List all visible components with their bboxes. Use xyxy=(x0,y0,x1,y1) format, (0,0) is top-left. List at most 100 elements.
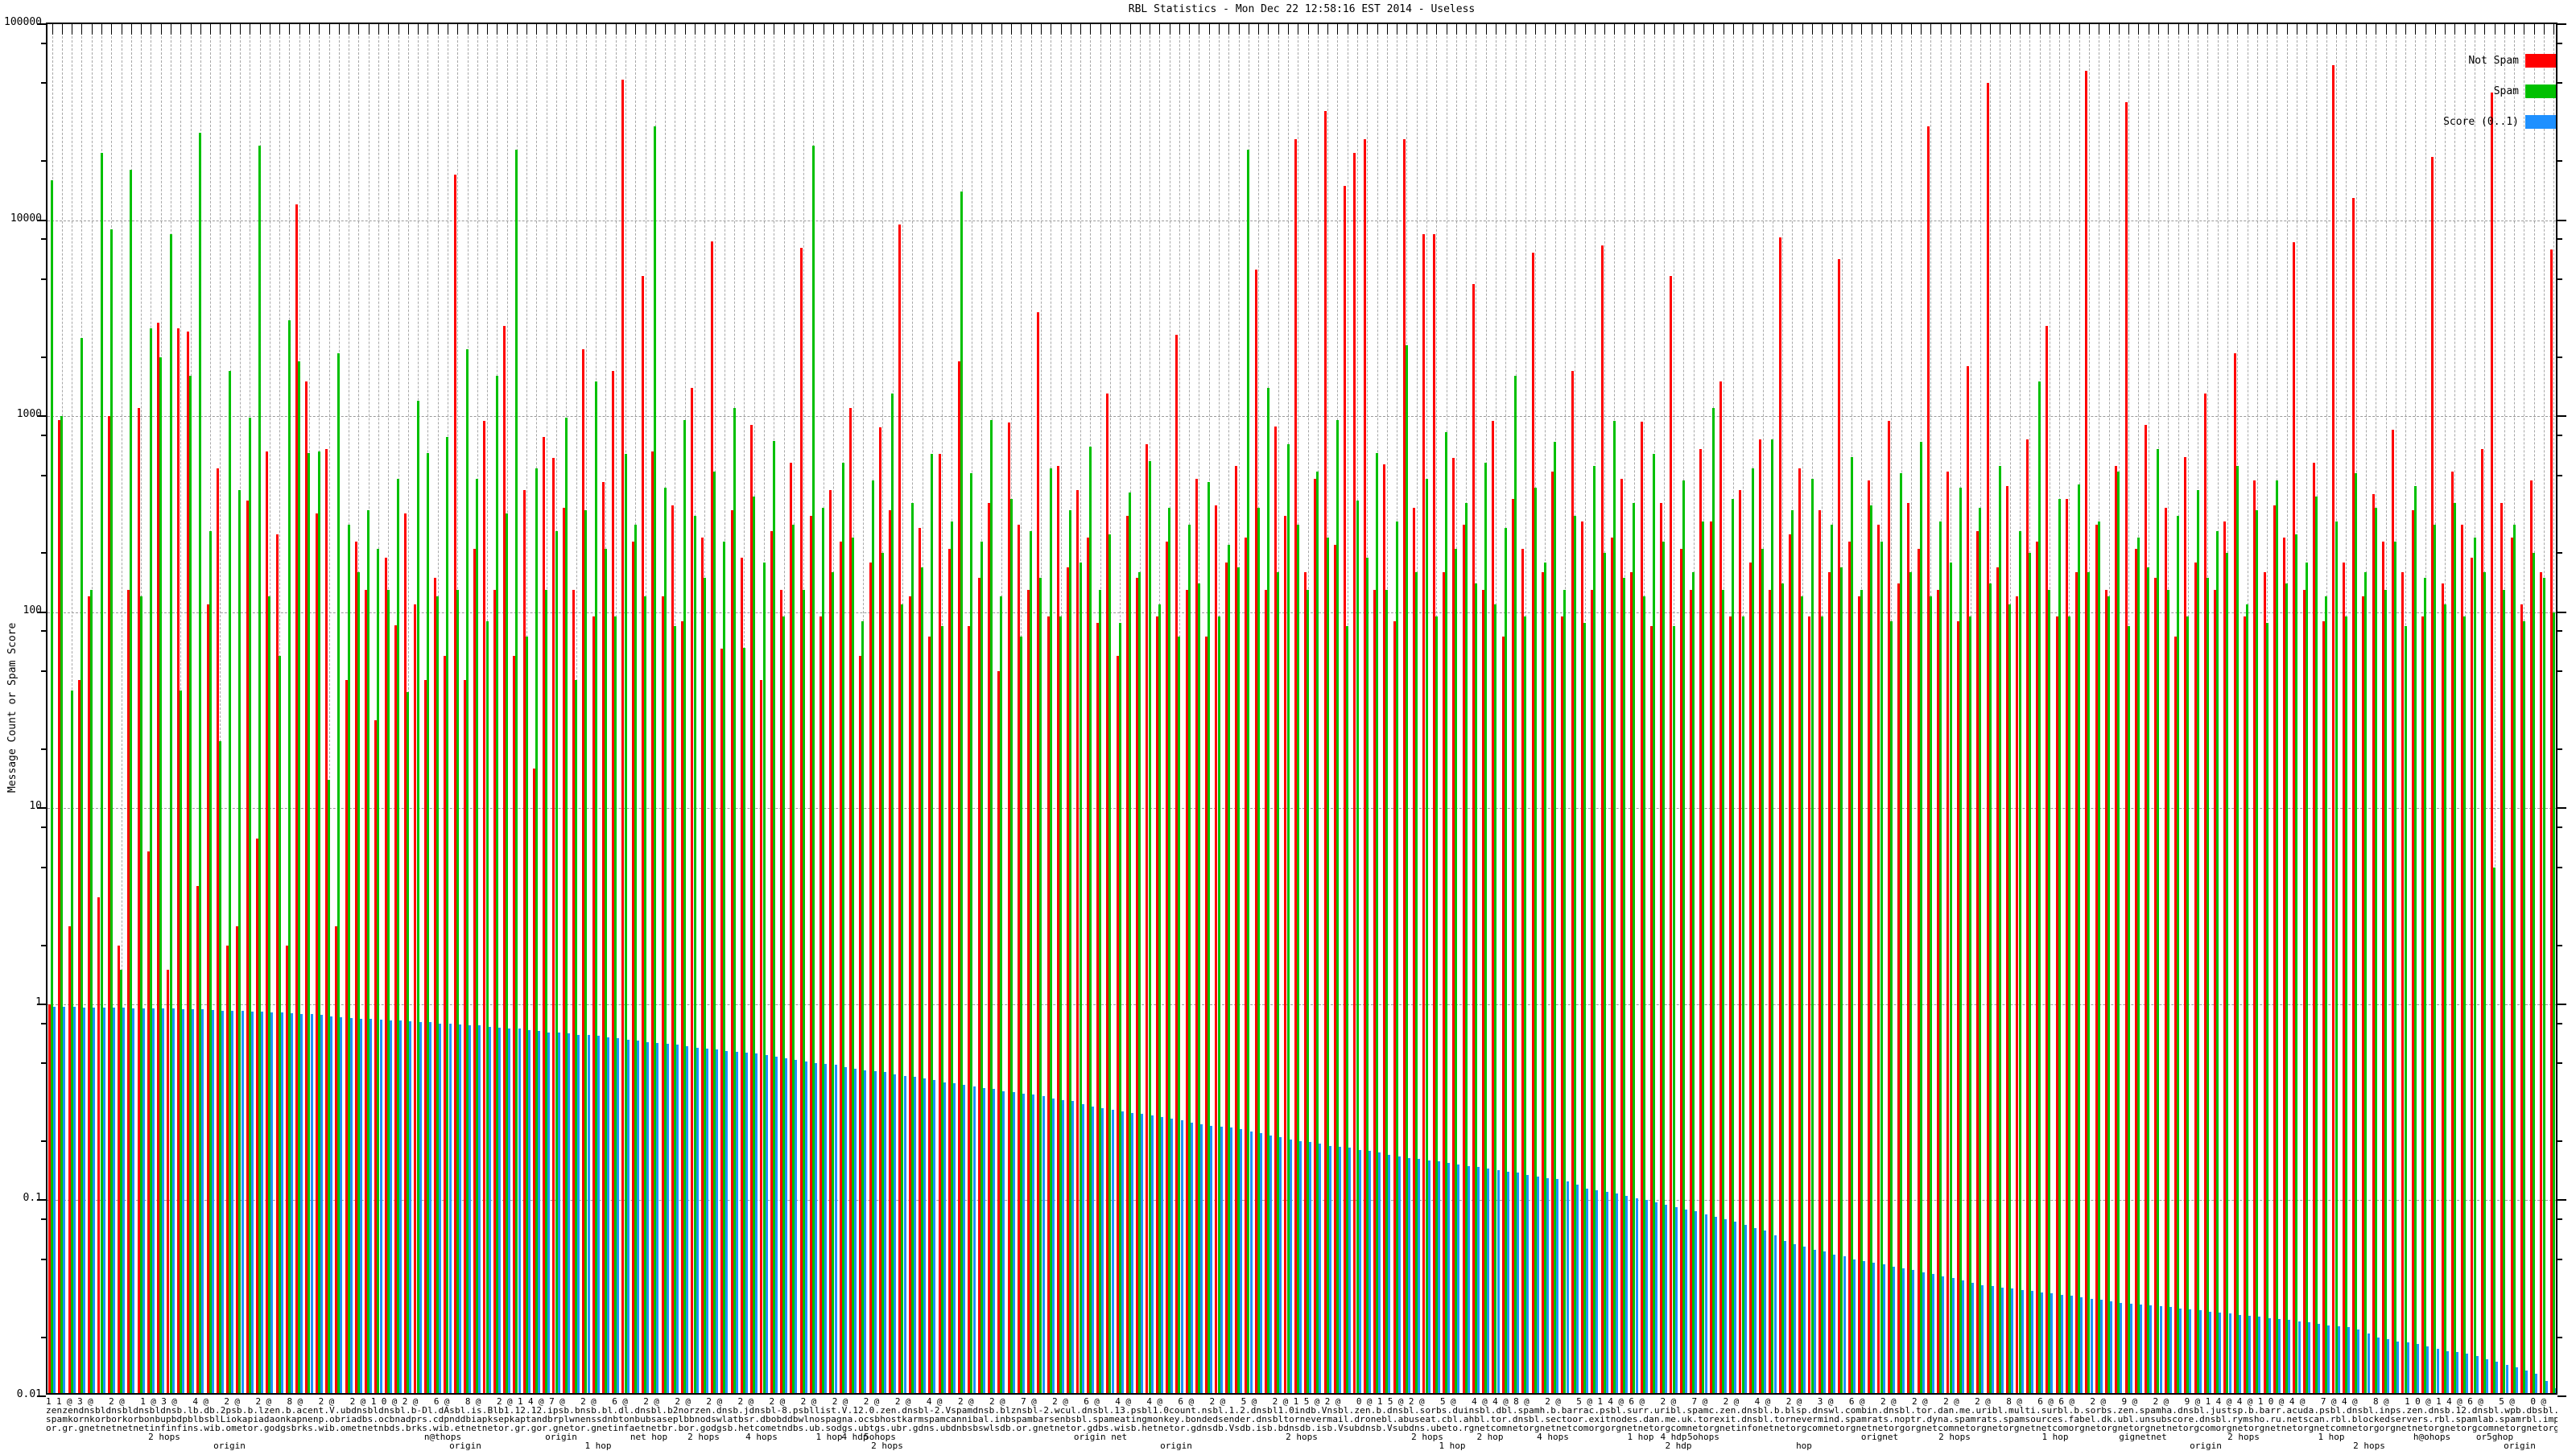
x-tick-top xyxy=(1120,24,1121,35)
bar-score-0-1- xyxy=(696,1047,699,1393)
bar-not-spam xyxy=(1175,335,1179,1393)
x-tick-top xyxy=(239,24,241,35)
bar-score-0-1- xyxy=(469,1024,472,1393)
x-tick-top xyxy=(912,24,914,35)
x-tick-top xyxy=(160,24,162,35)
x-tick-top xyxy=(1327,24,1329,35)
y-tick-minor-right xyxy=(2557,670,2562,672)
bar-spam xyxy=(2058,498,2061,1393)
bar-score-0-1- xyxy=(1971,1282,1975,1393)
x-tick-top xyxy=(1633,24,1635,35)
bar-spam xyxy=(535,468,538,1393)
x-tick-top xyxy=(625,24,627,35)
bar-not-spam xyxy=(1136,577,1139,1393)
bar-not-spam xyxy=(2362,596,2365,1393)
bar-spam xyxy=(1702,521,1705,1393)
bar-spam xyxy=(1099,590,1102,1393)
bar-not-spam xyxy=(1344,185,1347,1393)
bar-score-0-1- xyxy=(607,1037,610,1393)
bar-score-0-1- xyxy=(547,1032,551,1393)
bar-not-spam xyxy=(384,557,387,1393)
bar-not-spam xyxy=(1086,538,1089,1393)
bar-not-spam xyxy=(2243,616,2246,1393)
bar-score-0-1- xyxy=(844,1066,847,1393)
bar-not-spam xyxy=(266,451,269,1393)
bar-score-0-1- xyxy=(2268,1318,2271,1393)
y-tick-label: 1000 xyxy=(16,408,42,421)
x-tick-top xyxy=(1693,24,1695,35)
bar-not-spam xyxy=(1798,468,1802,1393)
x-tick-top xyxy=(229,24,231,35)
bar-spam xyxy=(1781,583,1784,1393)
y-gridline xyxy=(47,1004,2556,1005)
bar-spam xyxy=(624,454,627,1393)
bar-spam xyxy=(811,146,815,1393)
bar-score-0-1- xyxy=(597,1036,600,1393)
bar-spam xyxy=(456,590,459,1393)
bar-score-0-1- xyxy=(2070,1296,2074,1393)
bar-not-spam xyxy=(2006,486,2009,1393)
bar-score-0-1- xyxy=(488,1026,491,1393)
bar-not-spam xyxy=(1660,503,1663,1393)
x-sublabel: 1 hop xyxy=(2318,1432,2345,1442)
bar-score-0-1- xyxy=(1180,1120,1183,1393)
bar-score-0-1- xyxy=(1160,1117,1163,1393)
legend-row: Spam xyxy=(2443,76,2556,106)
bar-spam xyxy=(901,604,904,1393)
bar-score-0-1- xyxy=(2090,1298,2093,1393)
x-tick-top xyxy=(1426,24,1427,35)
bar-score-0-1- xyxy=(923,1078,927,1393)
y-tick-minor-left xyxy=(41,160,46,163)
bar-score-0-1- xyxy=(1517,1173,1520,1393)
x-tick-top xyxy=(526,24,528,35)
bar-not-spam xyxy=(1956,620,1959,1393)
bar-score-0-1- xyxy=(1981,1284,1984,1393)
bar-not-spam xyxy=(1838,259,1841,1393)
bar-score-0-1- xyxy=(527,1029,530,1393)
bar-spam xyxy=(881,553,884,1393)
x-tick-top xyxy=(1219,24,1220,35)
x-tick-top xyxy=(1060,24,1062,35)
bar-not-spam xyxy=(1996,567,1999,1393)
x-sublabel: 2 hops xyxy=(1938,1432,1971,1442)
bar-score-0-1- xyxy=(2436,1348,2439,1393)
y-tick-label: 0.01 xyxy=(16,1388,42,1400)
bar-not-spam xyxy=(107,416,110,1393)
bar-score-0-1- xyxy=(804,1061,807,1393)
bar-not-spam xyxy=(1531,253,1534,1393)
bar-score-0-1- xyxy=(2209,1311,2211,1393)
bar-not-spam xyxy=(2322,620,2326,1393)
bar-score-0-1- xyxy=(2545,1380,2548,1393)
bar-spam xyxy=(1889,620,1893,1393)
bar-score-0-1- xyxy=(181,1008,184,1393)
bar-spam xyxy=(921,567,924,1393)
bar-not-spam xyxy=(1422,233,1426,1393)
y-axis-title: Message Count or Spam Score xyxy=(6,622,19,793)
x-tick-top xyxy=(892,24,894,35)
x-tick-top xyxy=(635,24,637,35)
x-tick-top xyxy=(1436,24,1438,35)
bar-not-spam xyxy=(1690,590,1693,1393)
x-sublabel: net hop xyxy=(630,1432,668,1442)
x-tick-top xyxy=(81,24,83,35)
bar-score-0-1- xyxy=(409,1020,412,1393)
bar-spam xyxy=(238,489,242,1393)
bar-not-spam xyxy=(324,448,328,1393)
x-tick-top xyxy=(259,24,261,35)
x-tick-top xyxy=(714,24,716,35)
bar-score-0-1- xyxy=(626,1039,630,1393)
bar-not-spam xyxy=(2372,494,2375,1393)
bar-spam xyxy=(1365,557,1368,1393)
bar-score-0-1- xyxy=(1447,1163,1451,1393)
x-tick-top xyxy=(328,24,330,35)
y-tick-minor-right xyxy=(2557,434,2562,436)
bar-spam xyxy=(1831,524,1834,1393)
bar-spam xyxy=(2503,590,2506,1393)
bar-spam xyxy=(2355,473,2358,1393)
bar-not-spam xyxy=(1857,596,1860,1393)
bar-not-spam xyxy=(226,945,229,1393)
bar-spam xyxy=(1197,583,1200,1393)
bar-spam xyxy=(357,572,360,1393)
x-tick-top xyxy=(2405,24,2407,35)
x-sublabel: origin xyxy=(2504,1441,2536,1451)
